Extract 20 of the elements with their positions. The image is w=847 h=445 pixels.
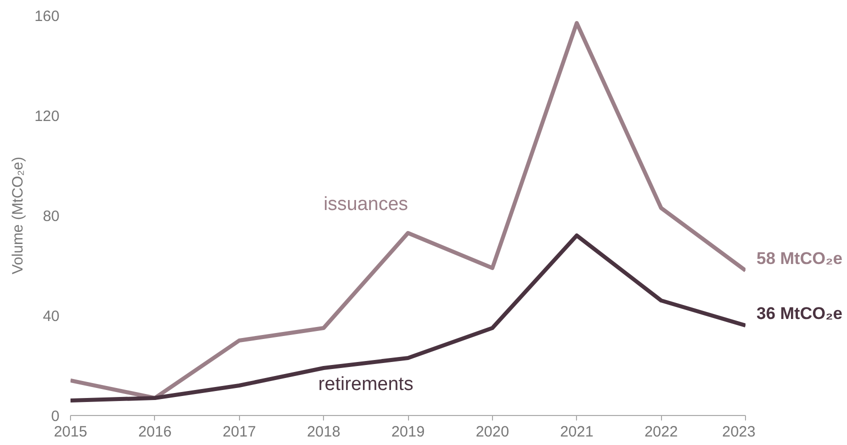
series-label: issuances [324,194,408,215]
y-tick-label: 160 [34,8,60,25]
series-label: retirements [318,374,414,395]
y-tick-label: 40 [42,308,60,325]
x-tick-label: 2016 [138,424,172,440]
line-series [70,234,746,402]
annotation: 36 MtCO₂e [756,304,842,323]
x-tick-label: 2018 [306,424,340,440]
x-tick-label: 2015 [54,424,88,440]
x-tick-label: 2020 [476,424,510,440]
x-tick-label: 2021 [560,424,594,440]
annotation: 58 MtCO₂e [756,249,842,268]
x-tick-label: 2017 [222,424,256,440]
y-tick-label: 120 [34,108,60,125]
y-tick-label: 0 [51,408,60,425]
x-tick-label: 2022 [644,424,678,440]
y-axis-title: Volume (MtCO₂e) [9,156,26,274]
x-tick-label: 2019 [391,424,425,440]
x-tick-label: 2023 [722,424,756,440]
y-tick-label: 80 [42,208,60,225]
